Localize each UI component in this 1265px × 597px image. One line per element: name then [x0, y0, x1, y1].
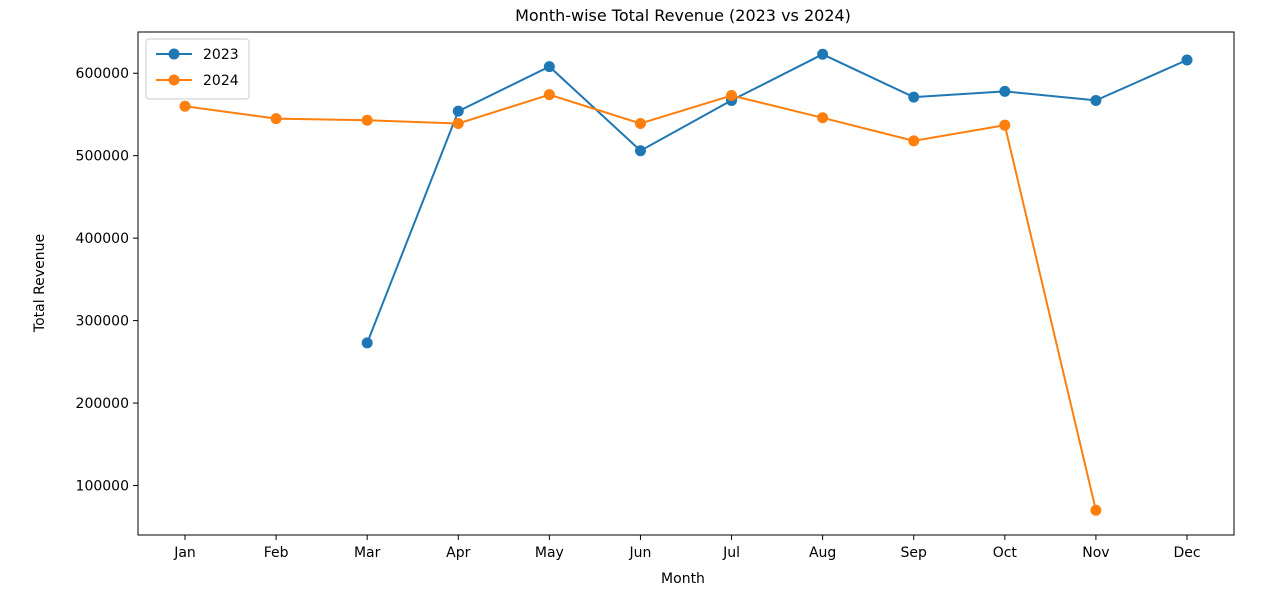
x-tick-label: Jan — [173, 545, 196, 561]
x-tick-label: Sep — [901, 545, 928, 561]
data-point — [634, 118, 646, 130]
x-tick-label: Nov — [1082, 545, 1109, 561]
y-axis: 100000 200000 300000 400000 500000 600000 — [76, 66, 138, 495]
series-2024 — [179, 89, 1102, 516]
x-tick-label: Jul — [722, 545, 740, 561]
x-tick-label: Dec — [1173, 545, 1200, 561]
y-tick-label: 400000 — [76, 231, 129, 247]
series-line — [366, 53, 1188, 344]
data-point — [817, 112, 829, 124]
legend: 2023 2024 — [145, 38, 250, 100]
x-tick-label: Aug — [809, 545, 836, 561]
x-axis-label: Month — [661, 571, 705, 587]
series-layer — [179, 48, 1193, 516]
data-point — [452, 118, 464, 130]
data-point — [726, 89, 738, 101]
x-tick-label: Apr — [446, 545, 470, 561]
data-point — [361, 337, 373, 349]
x-tick-label: Feb — [264, 545, 289, 561]
legend-marker — [168, 48, 180, 60]
y-tick-label: 100000 — [76, 479, 129, 495]
legend-label: 2023 — [203, 47, 239, 63]
x-tick-label: May — [535, 545, 564, 561]
data-point — [908, 135, 920, 147]
data-point — [361, 114, 373, 126]
axes-frame — [137, 31, 1235, 536]
series-line — [184, 93, 1097, 511]
x-tick-label: Jun — [629, 545, 652, 561]
data-point — [1181, 54, 1193, 66]
y-tick-label: 200000 — [76, 396, 129, 412]
y-tick-label: 600000 — [76, 66, 129, 82]
data-point — [999, 85, 1011, 97]
chart-title: Month-wise Total Revenue (2023 vs 2024) — [515, 6, 851, 25]
data-point — [634, 145, 646, 157]
series-2023 — [361, 48, 1193, 349]
data-point — [543, 61, 555, 73]
y-axis-label: Total Revenue — [32, 234, 48, 333]
x-axis: Jan Feb Mar Apr May Jun Jul Aug Sep Oct Nov Dec — [173, 535, 1201, 561]
legend-marker — [168, 74, 180, 86]
data-point — [1090, 94, 1102, 106]
y-tick-label: 300000 — [76, 314, 129, 330]
legend-label: 2024 — [203, 73, 239, 89]
data-point — [452, 105, 464, 117]
x-tick-label: Mar — [354, 545, 381, 561]
data-point — [543, 89, 555, 101]
x-tick-label: Oct — [993, 545, 1018, 561]
plot-area — [137, 31, 1235, 536]
data-point — [179, 100, 191, 112]
data-point — [908, 91, 920, 103]
data-point — [817, 48, 829, 60]
data-point — [999, 119, 1011, 131]
data-point — [1090, 504, 1102, 516]
data-point — [270, 113, 282, 125]
y-tick-label: 500000 — [76, 149, 129, 165]
